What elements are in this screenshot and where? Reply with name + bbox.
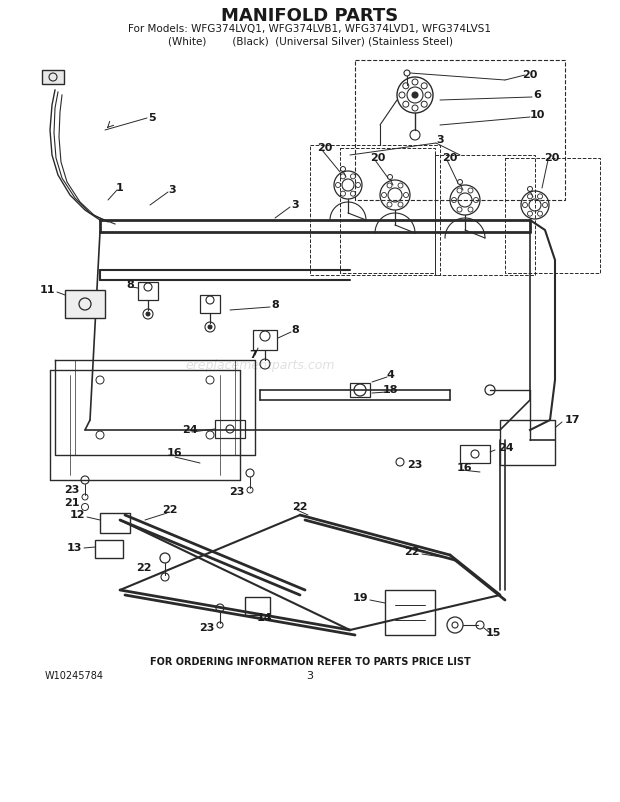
Bar: [435, 155, 535, 275]
Text: 11: 11: [40, 285, 55, 295]
Bar: [505, 158, 600, 273]
Text: 24: 24: [182, 425, 198, 435]
Text: 12: 12: [69, 510, 85, 520]
Text: 23: 23: [407, 460, 423, 470]
Text: 3: 3: [436, 135, 444, 145]
Text: 13: 13: [66, 543, 82, 553]
Circle shape: [146, 312, 150, 316]
Circle shape: [412, 92, 418, 98]
Bar: [500, 420, 555, 465]
Text: 8: 8: [291, 325, 299, 335]
Bar: [355, 60, 565, 200]
Text: 6: 6: [533, 90, 541, 100]
Text: 10: 10: [529, 110, 545, 120]
Text: 21: 21: [64, 498, 80, 508]
Text: For Models: WFG374LVQ1, WFG374LVB1, WFG374LVD1, WFG374LVS1: For Models: WFG374LVQ1, WFG374LVB1, WFG3…: [128, 24, 492, 34]
Text: 3: 3: [306, 671, 314, 681]
Bar: [42, 70, 64, 84]
Bar: [245, 597, 270, 615]
Text: 20: 20: [544, 153, 560, 163]
Text: 20: 20: [442, 153, 458, 163]
Text: 15: 15: [485, 628, 501, 638]
Text: 18: 18: [383, 385, 398, 395]
Text: MANIFOLD PARTS: MANIFOLD PARTS: [221, 7, 399, 25]
Bar: [65, 290, 105, 318]
Bar: [385, 590, 435, 635]
Bar: [100, 513, 130, 533]
Text: 5: 5: [148, 113, 156, 123]
Text: 20: 20: [370, 153, 386, 163]
Text: 23: 23: [199, 623, 215, 633]
Text: 7: 7: [249, 350, 257, 360]
Bar: [340, 148, 435, 273]
Bar: [138, 282, 158, 300]
Text: 23: 23: [229, 487, 245, 497]
Bar: [310, 145, 440, 275]
Text: 20: 20: [522, 70, 538, 80]
Bar: [95, 540, 123, 558]
Text: 22: 22: [136, 563, 152, 573]
Text: 3: 3: [291, 200, 299, 210]
Text: 3: 3: [168, 185, 176, 195]
Bar: [215, 420, 245, 438]
Text: 22: 22: [404, 547, 420, 557]
Text: ereplacementparts.com: ereplacementparts.com: [185, 358, 335, 371]
Text: 22: 22: [292, 502, 308, 512]
Text: 16: 16: [457, 463, 473, 473]
Text: (White)        (Black)  (Universal Silver) (Stainless Steel): (White) (Black) (Universal Silver) (Stai…: [167, 36, 453, 46]
Circle shape: [208, 325, 212, 329]
Text: 14: 14: [257, 613, 273, 623]
Text: 8: 8: [126, 280, 134, 290]
Bar: [200, 295, 220, 313]
Text: W10245784: W10245784: [45, 671, 104, 681]
Text: 24: 24: [498, 443, 513, 453]
Text: 20: 20: [317, 143, 333, 153]
Text: 23: 23: [64, 485, 80, 495]
Bar: [253, 330, 277, 350]
Text: 1: 1: [116, 183, 124, 193]
Text: 22: 22: [162, 505, 178, 515]
Text: 19: 19: [352, 593, 368, 603]
Text: 16: 16: [167, 448, 183, 458]
Text: 17: 17: [565, 415, 580, 425]
Bar: [350, 383, 370, 397]
Text: 4: 4: [386, 370, 394, 380]
Text: 8: 8: [271, 300, 279, 310]
Text: FOR ORDERING INFORMATION REFER TO PARTS PRICE LIST: FOR ORDERING INFORMATION REFER TO PARTS …: [149, 657, 471, 667]
Bar: [460, 445, 490, 463]
